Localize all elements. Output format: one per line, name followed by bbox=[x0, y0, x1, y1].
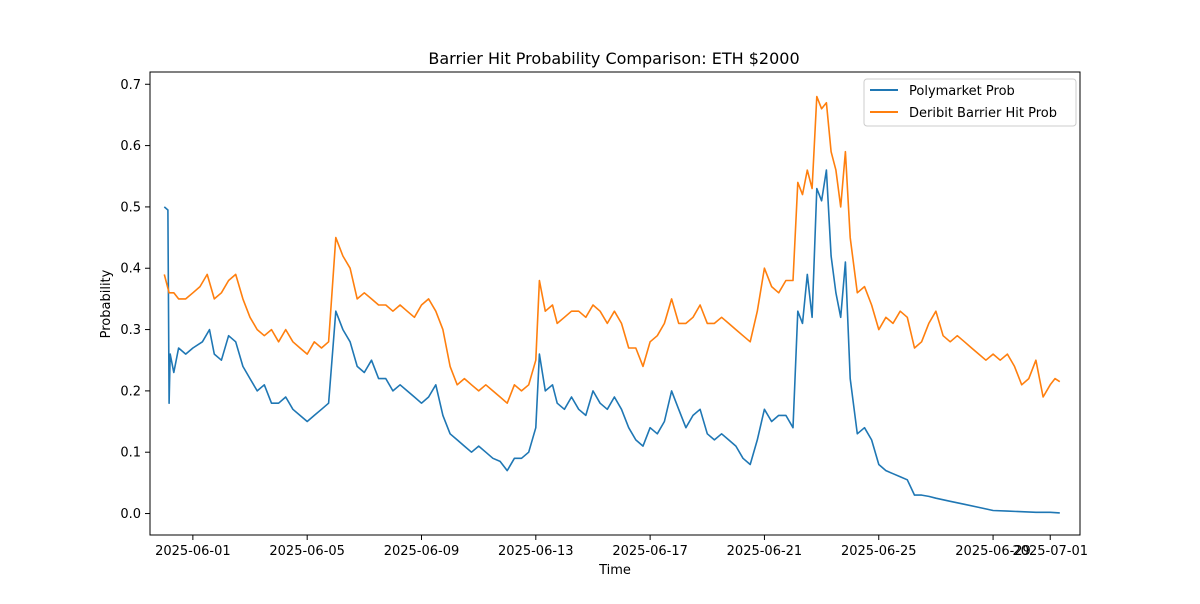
x-tick-label: 2025-06-25 bbox=[841, 544, 917, 559]
y-tick-label: 0.6 bbox=[120, 139, 141, 154]
legend-label-1: Deribit Barrier Hit Prob bbox=[909, 106, 1057, 121]
legend-label-0: Polymarket Prob bbox=[909, 84, 1015, 99]
x-axis-label: Time bbox=[598, 563, 631, 578]
x-tick-label: 2025-06-05 bbox=[269, 544, 345, 559]
series-line-1 bbox=[163, 95, 1061, 404]
y-axis: 0.0 0.1 0.2 0.3 0.4 0.5 0.6 0.7 bbox=[120, 78, 150, 522]
x-tick-label: 2025-07-01 bbox=[1012, 544, 1088, 559]
y-axis-label: Probability bbox=[99, 269, 114, 338]
series-line-0 bbox=[163, 169, 1060, 514]
y-tick-label: 0.3 bbox=[120, 323, 141, 338]
legend-box bbox=[863, 78, 1077, 127]
x-tick-label: 2025-06-17 bbox=[612, 544, 688, 559]
x-tick-label: 2025-06-09 bbox=[384, 544, 460, 559]
x-axis: 2025-06-01 2025-06-05 2025-06-09 2025-06-13… bbox=[155, 535, 1088, 559]
chart-title: Barrier Hit Probability Comparison: ETH … bbox=[428, 49, 799, 68]
x-tick-label: 2025-06-29 bbox=[955, 544, 1031, 559]
legend: Polymarket Prob Deribit Barrier Hit Prob bbox=[863, 78, 1077, 127]
series-layer bbox=[163, 95, 1061, 514]
y-tick-label: 0.7 bbox=[120, 78, 141, 93]
y-tick-label: 0.4 bbox=[120, 262, 141, 277]
x-tick-label: 2025-06-21 bbox=[727, 544, 803, 559]
y-tick-label: 0.0 bbox=[120, 507, 141, 522]
x-tick-label: 2025-06-13 bbox=[498, 544, 574, 559]
y-tick-label: 0.1 bbox=[120, 446, 141, 461]
x-tick-label: 2025-06-01 bbox=[155, 544, 231, 559]
plot-frame bbox=[149, 71, 1081, 536]
y-tick-label: 0.5 bbox=[120, 200, 141, 215]
y-tick-label: 0.2 bbox=[120, 384, 141, 399]
